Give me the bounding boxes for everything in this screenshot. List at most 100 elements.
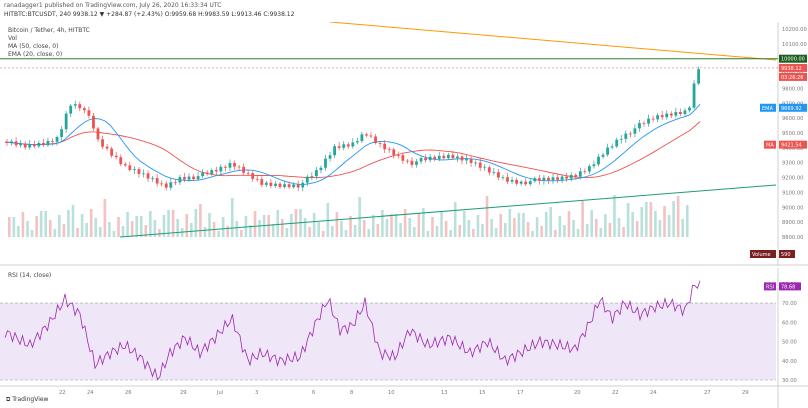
rsi-tick-label: 70.00: [782, 301, 797, 307]
volume-bar: [194, 209, 198, 237]
volume-bar: [394, 214, 398, 237]
candle-body: [224, 166, 227, 168]
candle-body: [64, 113, 68, 130]
time-axis-label: 3: [255, 390, 258, 396]
volume-bar: [531, 231, 534, 237]
candle-body: [578, 171, 582, 177]
candle-body: [123, 164, 127, 166]
candle-body: [32, 144, 36, 147]
volume-bar: [203, 227, 207, 237]
candle-body: [5, 141, 9, 144]
candle-body: [292, 184, 296, 188]
volume-bar: [53, 229, 57, 237]
price-chart-pane[interactable]: 10200.0010100.009900.009800.009700.00960…: [0, 22, 808, 266]
time-axis-label: 24: [87, 390, 94, 396]
volume-bar: [422, 208, 425, 237]
volume-bar: [485, 196, 489, 237]
candle-body: [442, 155, 446, 159]
volume-bar: [208, 213, 211, 237]
volume-bar: [554, 230, 557, 237]
candle-body: [656, 115, 660, 120]
candle-body: [82, 108, 86, 111]
candle-body: [574, 175, 578, 177]
candle-body: [683, 110, 687, 115]
volume-bar: [144, 225, 148, 237]
candle-body: [37, 142, 41, 147]
candle-body: [456, 156, 459, 159]
candle-body: [355, 141, 359, 143]
volume-bar: [8, 217, 11, 237]
legend-ema[interactable]: EMA (20, close, 0): [8, 51, 63, 58]
price-tick-label: 8800.00: [782, 235, 803, 241]
volume-bar: [317, 222, 320, 237]
time-axis-label: 20: [574, 390, 581, 396]
volume-value-text: 590: [781, 252, 791, 258]
time-axis-label: 24: [650, 390, 657, 396]
candle-body: [465, 158, 468, 161]
volume-bar: [30, 230, 34, 237]
candle-body: [296, 184, 300, 188]
volume-bar: [21, 212, 25, 237]
volume-bar: [572, 220, 575, 237]
candle-body: [69, 105, 73, 114]
resistance-price-tag-box: [779, 54, 807, 63]
volume-bar: [258, 220, 261, 237]
rsi-pane[interactable]: 80.0070.0060.0050.0040.0030.00RSI78.6822…: [0, 268, 808, 408]
candle-body: [214, 170, 218, 172]
volume-bar: [417, 213, 421, 237]
candle-body: [669, 113, 673, 116]
volume-bar: [89, 209, 93, 237]
candle-body: [360, 134, 364, 142]
candle-body: [378, 143, 382, 144]
volume-bar: [281, 219, 284, 237]
candle-body: [319, 167, 323, 171]
candle-body: [419, 158, 423, 162]
candle-body: [606, 147, 609, 155]
legend-volume[interactable]: Vol: [8, 35, 17, 42]
price-tick-label: 9300.00: [782, 161, 803, 167]
candle-body: [524, 181, 528, 185]
legend-ma[interactable]: MA (50, close, 0): [8, 43, 59, 50]
volume-bar: [458, 225, 462, 237]
volume-bar: [476, 215, 480, 237]
rsi-line: [4, 280, 701, 381]
volume-bar: [513, 218, 516, 237]
candle-body: [242, 166, 245, 173]
price-tick-label: 9000.00: [782, 205, 803, 211]
rsi-tick-label: 40.00: [782, 359, 797, 365]
volume-bar: [340, 221, 343, 237]
candle-body: [501, 177, 505, 179]
candle-body: [164, 183, 168, 188]
volume-bar: [494, 228, 498, 237]
volume-bar: [126, 212, 129, 237]
candle-body: [192, 176, 195, 180]
volume-bar: [467, 220, 471, 237]
volume-bar: [58, 215, 61, 237]
volume-bar: [381, 210, 384, 237]
volume-bar: [408, 218, 411, 237]
candle-body: [628, 133, 632, 135]
volume-bar: [508, 209, 512, 237]
candle-body: [237, 166, 241, 168]
time-axis-label: 26: [125, 390, 132, 396]
candle-body: [78, 104, 82, 109]
time-axis-label: Jul: [216, 390, 223, 396]
candle-body: [674, 112, 678, 116]
volume-bar: [558, 216, 562, 237]
volume-bar: [253, 211, 257, 237]
volume-bar: [617, 218, 621, 237]
last-price-tag: 9938.12: [779, 63, 807, 72]
candle-body: [515, 179, 518, 184]
rsi-tick-label: 30.00: [782, 378, 797, 384]
candle-body: [19, 143, 23, 146]
candle-body: [583, 171, 587, 173]
tradingview-logo[interactable]: ⧉ TradingView: [6, 396, 48, 404]
candle-body: [128, 165, 132, 171]
volume-bar: [613, 195, 616, 237]
candle-body: [483, 167, 487, 169]
candle-body: [96, 128, 100, 140]
volume-bar: [581, 201, 584, 237]
volume-bar: [526, 222, 530, 237]
volume-bar: [17, 226, 20, 237]
volume-bar: [549, 207, 553, 237]
